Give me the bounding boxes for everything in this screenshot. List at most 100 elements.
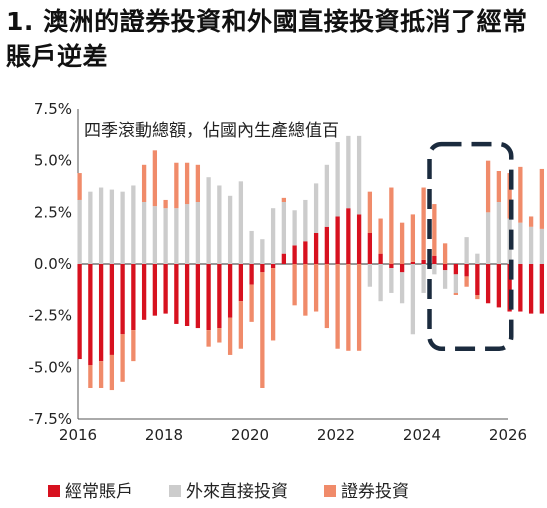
legend-label-1: 外來直接投資	[186, 482, 288, 502]
y-tick-label: 2.5%	[34, 203, 72, 221]
bar-segment-series-2	[303, 264, 308, 316]
bar-segment-series-0	[238, 264, 244, 302]
bar-segment-series-1	[464, 237, 469, 264]
bar-segment-series-1	[238, 181, 244, 264]
bar-segment-series-2	[539, 168, 545, 229]
bar-segment-series-0	[109, 264, 115, 355]
bar-segment-series-1	[496, 202, 502, 264]
bar-segment-series-0	[313, 233, 319, 264]
bar-segment-series-2	[367, 191, 373, 233]
bar-segment-series-1	[270, 208, 276, 264]
bar-segment-series-1	[539, 228, 545, 264]
bar-segment-series-1	[346, 135, 351, 209]
bar-segment-series-0	[98, 264, 104, 362]
bar-segment-series-0	[174, 264, 179, 324]
bar-segment-series-2	[260, 272, 265, 388]
bar-segment-series-1	[453, 274, 459, 293]
x-tick-label: 2022	[317, 426, 355, 444]
bar-segment-series-1	[195, 202, 201, 264]
bar-segment-series-2	[410, 214, 416, 262]
bar-segment-series-1	[163, 208, 168, 264]
bar-segment-series-2	[389, 187, 394, 264]
bar-segment-series-1	[410, 264, 416, 335]
x-tick-label: 2024	[403, 426, 441, 444]
bar-segment-series-0	[410, 261, 416, 264]
bar-segment-series-0	[217, 264, 222, 329]
bar-segment-series-0	[260, 264, 265, 273]
legend: 經常賬戶 外來直接投資 證券投資	[48, 482, 409, 502]
chart-annotation: 四季滾動總額，佔國內生產總值百	[84, 121, 339, 141]
y-tick-labels: 7.5% 5.0% 2.5% 0.0% -2.5% -5.0% -7.5%	[28, 100, 72, 428]
y-tick-label: -7.5%	[28, 410, 72, 428]
bar-segment-series-2	[292, 264, 297, 306]
bar-segment-series-1	[399, 272, 405, 304]
bar-segment-series-0	[485, 264, 491, 304]
bar-segment-series-1	[131, 185, 136, 264]
bar-segment-series-2	[485, 160, 491, 213]
bar-segment-series-2	[464, 276, 469, 287]
bar-segment-series-2	[131, 330, 136, 362]
bar-segment-series-0	[442, 264, 448, 271]
bar-segment-series-0	[453, 264, 459, 275]
bar-segment-series-2	[77, 173, 82, 200]
x-tick-label: 2020	[231, 426, 269, 444]
bar-segment-series-2	[378, 218, 383, 254]
bar-segment-series-0	[507, 264, 512, 312]
bar-segment-series-2	[195, 164, 201, 202]
bar-segment-series-0	[432, 255, 437, 264]
bar-segment-series-2	[313, 264, 319, 312]
bar-segment-series-1	[303, 199, 308, 242]
bar-segment-series-2	[227, 317, 233, 355]
bar-segment-series-1	[217, 185, 222, 264]
bar-segment-series-1	[152, 206, 158, 264]
bar-segment-series-0	[378, 253, 383, 264]
bar-segment-series-1	[281, 202, 287, 254]
bar-segment-series-0	[539, 264, 545, 314]
bar-segment-series-0	[163, 264, 168, 314]
legend-label-2: 證券投資	[341, 482, 409, 502]
bar-segment-series-0	[195, 264, 201, 329]
bar-segment-series-2	[238, 301, 244, 349]
bar-segment-series-2	[442, 243, 448, 264]
bar-segment-series-1	[432, 264, 437, 275]
bar-segment-series-0	[356, 214, 362, 264]
bar-segment-series-2	[475, 295, 480, 300]
bar-segment-series-0	[249, 264, 254, 285]
bar-segment-series-1	[389, 268, 394, 293]
x-tick-label: 2016	[59, 426, 97, 444]
y-tick-label: 5.0%	[34, 152, 72, 170]
bar-segment-series-1	[324, 164, 330, 227]
bar-segment-series-1	[421, 264, 426, 293]
y-tick-label: 0.0%	[34, 255, 72, 273]
bar-segment-series-2	[281, 197, 287, 202]
bar-segment-series-0	[399, 264, 405, 273]
bar-segment-series-1	[227, 195, 233, 264]
bar-segment-series-1	[109, 189, 115, 264]
bar-segment-series-2	[249, 284, 254, 322]
x-tick-label: 2018	[145, 426, 183, 444]
bar-segment-series-0	[518, 264, 523, 312]
bar-segment-series-1	[313, 183, 319, 233]
bar-segment-series-1	[528, 226, 534, 264]
bar-segment-series-0	[227, 264, 233, 318]
bar-segment-series-0	[303, 241, 308, 264]
bar-segment-series-2	[152, 150, 158, 207]
bar-segment-series-2	[346, 264, 351, 351]
bar-segment-series-2	[88, 365, 93, 388]
bar-segment-series-0	[131, 264, 136, 331]
bar-segment-series-1	[249, 230, 254, 264]
bar-segment-series-0	[281, 253, 287, 264]
bar-segment-series-2	[163, 199, 168, 209]
bar-segment-series-2	[217, 328, 222, 343]
bar-segment-series-2	[141, 164, 147, 202]
bar-segment-series-2	[184, 162, 190, 205]
bar-segment-series-1	[378, 264, 383, 302]
legend-swatch-2	[324, 485, 336, 497]
bar-segment-series-0	[184, 264, 190, 326]
bar-segment-series-1	[442, 270, 448, 289]
bar-segment-series-2	[453, 292, 459, 295]
bar-segment-series-1	[174, 208, 179, 264]
bar-segment-series-0	[496, 264, 502, 308]
bar-segment-series-0	[464, 264, 469, 277]
